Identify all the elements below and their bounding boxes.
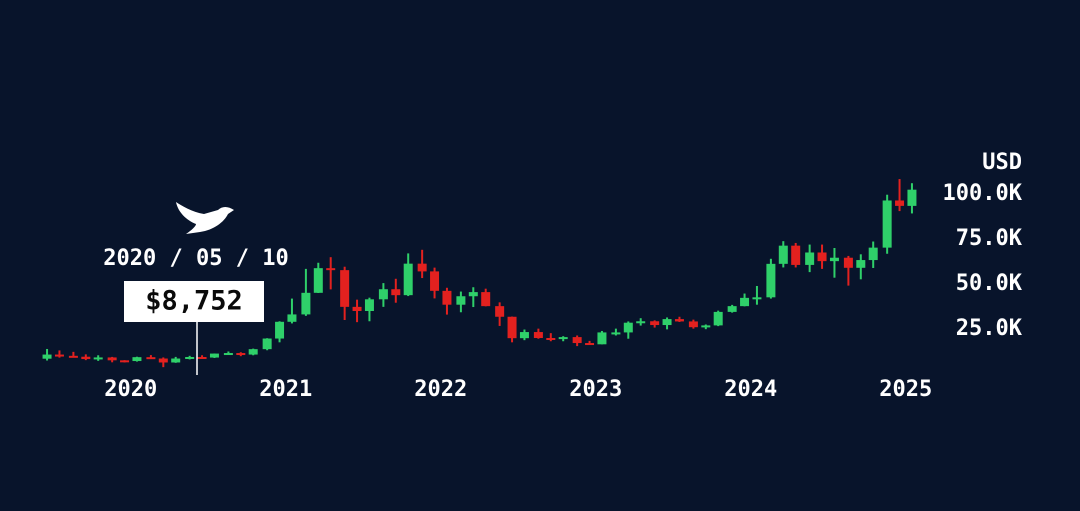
- candle-body: [546, 338, 556, 340]
- candle-body: [146, 357, 156, 360]
- candle-body: [507, 316, 517, 339]
- candle-body: [882, 200, 892, 248]
- candle-body: [120, 360, 130, 363]
- y-axis-label: USD: [982, 150, 1022, 175]
- candle-body: [93, 357, 103, 360]
- candle-body: [107, 357, 117, 361]
- candle-body: [430, 271, 440, 291]
- candle-body: [171, 358, 181, 363]
- candle-body: [42, 354, 52, 359]
- candle-body: [403, 263, 413, 296]
- candle-body: [391, 289, 401, 296]
- candle-body: [611, 332, 621, 335]
- candle-body: [533, 332, 543, 338]
- annotation-date: 2020 / 05 / 10: [103, 246, 288, 271]
- candle-body: [572, 337, 582, 344]
- candle-body: [766, 263, 776, 298]
- candle-body: [313, 268, 323, 293]
- x-tick-label: 2022: [414, 377, 467, 402]
- candle-body: [209, 353, 219, 358]
- y-tick-label: 100.0K: [943, 181, 1023, 206]
- candle-body: [223, 353, 233, 356]
- candle-body: [326, 268, 336, 271]
- candle-body: [275, 321, 285, 339]
- candle-body: [519, 332, 529, 339]
- candle-body: [352, 306, 362, 311]
- candle-body: [740, 297, 750, 307]
- y-tick-label: 75.0K: [956, 226, 1023, 251]
- candle-body: [248, 349, 258, 355]
- candle-body: [713, 311, 723, 326]
- annotation-price: $8,752: [145, 286, 243, 317]
- candle-body: [197, 356, 207, 359]
- candle-body: [585, 343, 595, 346]
- candle-body: [623, 322, 633, 333]
- candle-body: [597, 332, 607, 345]
- candle-body: [262, 338, 272, 350]
- candle-body: [364, 299, 374, 311]
- candle-body: [54, 354, 64, 357]
- candle-body: [456, 296, 466, 305]
- candle-body: [481, 292, 491, 307]
- candle-body: [185, 356, 195, 359]
- candle-body: [378, 289, 388, 300]
- x-tick-label: 2025: [879, 377, 932, 402]
- candle-body: [805, 252, 815, 265]
- x-tick-label: 2023: [569, 377, 622, 402]
- candle-body: [301, 292, 311, 315]
- annotation-box: [124, 281, 264, 322]
- candle-body: [636, 321, 646, 324]
- candle-body: [752, 297, 762, 300]
- candle-body: [662, 319, 672, 326]
- x-tick-label: 2020: [104, 377, 157, 402]
- candle-body: [132, 357, 142, 362]
- candle-body: [236, 353, 246, 356]
- y-tick-label: 25.0K: [956, 316, 1023, 341]
- candle-body: [468, 292, 478, 297]
- x-tick-label: 2021: [259, 377, 312, 402]
- candle-body: [674, 319, 684, 322]
- candle-body: [868, 247, 878, 261]
- candle-body: [442, 290, 452, 305]
- candle-body: [907, 189, 917, 206]
- candle-body: [778, 245, 788, 264]
- candle-body: [727, 306, 737, 312]
- candle-body: [688, 321, 698, 328]
- candle-body: [701, 325, 711, 328]
- candle-body: [856, 260, 866, 268]
- candle-body: [81, 356, 91, 360]
- candle-body: [895, 200, 905, 206]
- candle-body: [791, 245, 801, 265]
- candle-body: [495, 306, 505, 317]
- candle-body: [829, 257, 839, 262]
- candle-body: [843, 257, 853, 268]
- x-tick-label: 2024: [724, 377, 777, 402]
- candle-body: [287, 314, 297, 322]
- candle-body: [68, 355, 78, 358]
- candle-body: [158, 358, 168, 363]
- candle-body: [340, 270, 350, 307]
- candle-body: [650, 321, 660, 326]
- plot-area: [42, 179, 917, 368]
- candle-body: [417, 263, 427, 272]
- candle-body: [558, 337, 568, 340]
- candle-body: [817, 252, 827, 262]
- bird-icon: [176, 202, 234, 234]
- y-tick-label: 50.0K: [956, 271, 1023, 296]
